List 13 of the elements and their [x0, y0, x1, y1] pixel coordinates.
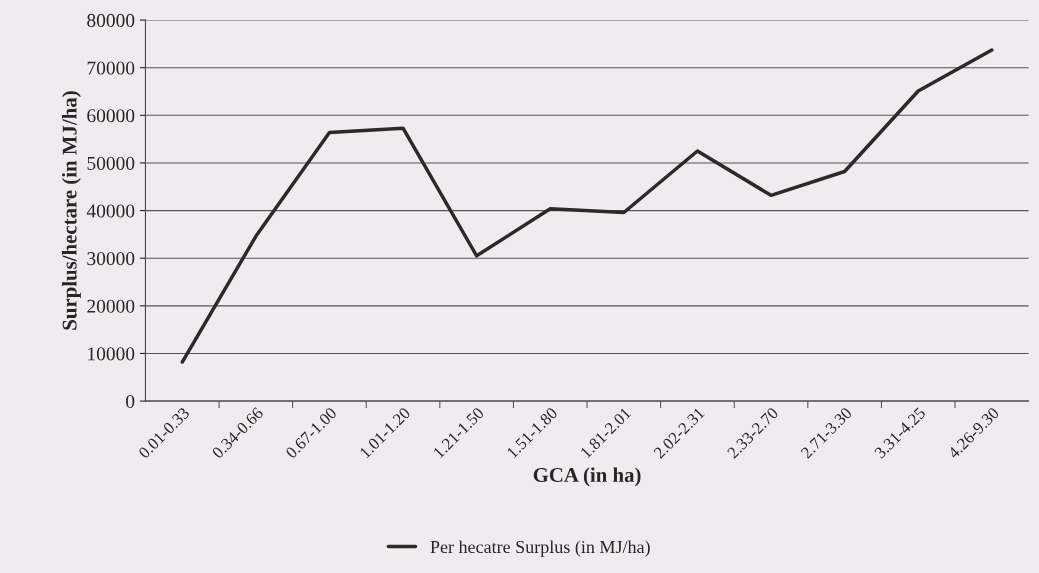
legend-label: Per hecatre Surplus (in MJ/ha): [430, 540, 650, 557]
y-axis-title: Surplus/hectare (in MJ/ha): [61, 91, 81, 330]
y-tick-label: 40000: [86, 204, 135, 218]
line-series: [180, 48, 994, 364]
y-tick-label: 50000: [87, 156, 135, 170]
y-tick-label: 80000: [87, 13, 135, 27]
y-tick-label: 20000: [87, 299, 135, 313]
y-tick-label: 10000: [88, 347, 135, 361]
y-tick-label: 70000: [87, 61, 135, 75]
x-axis-title: GCA (in ha): [533, 467, 641, 487]
y-tick-label: 0: [126, 394, 135, 409]
y-tick-label: 60000: [87, 109, 135, 123]
y-tick-label: 30000: [87, 252, 135, 266]
